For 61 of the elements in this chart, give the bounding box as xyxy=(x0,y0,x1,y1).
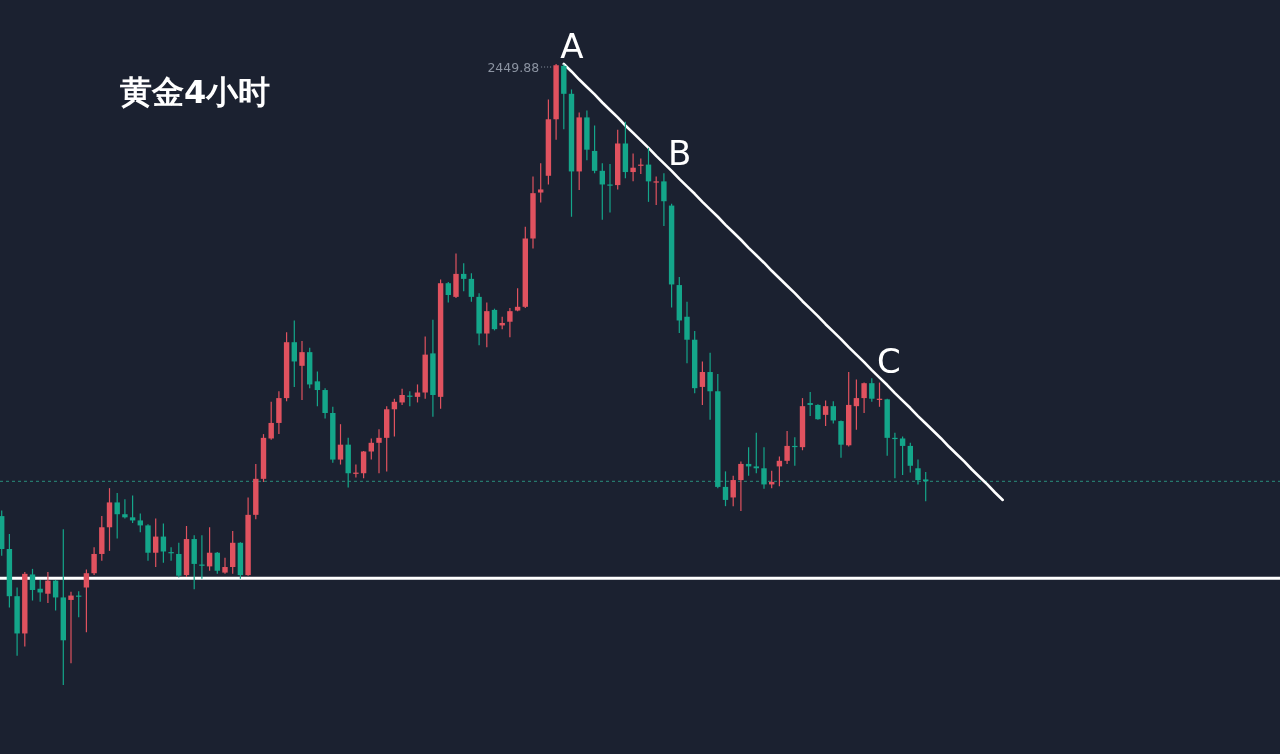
candlestick xyxy=(761,446,767,490)
candlestick xyxy=(214,551,220,575)
candlestick xyxy=(168,546,174,562)
candlestick xyxy=(853,378,860,431)
candlestick xyxy=(784,430,790,465)
candlestick xyxy=(68,591,74,664)
candlestick xyxy=(453,252,459,299)
candlestick xyxy=(376,428,382,474)
candlestick xyxy=(461,262,467,292)
candlestick xyxy=(753,432,759,474)
candlestick xyxy=(114,492,120,540)
candlestick xyxy=(29,568,36,602)
candlestick xyxy=(153,517,159,568)
candlestick xyxy=(484,301,490,348)
candlestick xyxy=(291,319,297,388)
candlestick xyxy=(122,498,128,520)
candlestick xyxy=(314,370,321,407)
candlestick xyxy=(822,399,829,427)
candlestick xyxy=(322,387,328,420)
candlestick xyxy=(838,419,844,459)
candlestick xyxy=(661,172,667,227)
candlestick xyxy=(299,340,305,401)
candlestick xyxy=(830,400,836,425)
candlestick xyxy=(607,163,613,214)
text: 2449.88 xyxy=(487,60,540,75)
candlestick xyxy=(507,307,513,338)
candlestick xyxy=(738,460,744,512)
candlestick xyxy=(869,377,875,403)
annotation: B xyxy=(667,132,692,173)
chart-title: 黄金4小时 xyxy=(120,73,271,111)
candlestick xyxy=(653,175,659,206)
candlestick xyxy=(591,124,598,174)
candlestick xyxy=(899,436,906,476)
candlestick xyxy=(222,557,228,575)
candlestick xyxy=(907,442,913,474)
candlestick xyxy=(360,450,367,479)
candlestick xyxy=(445,281,451,304)
candlestick xyxy=(915,458,921,486)
candlestick xyxy=(45,571,51,604)
candlestick xyxy=(722,470,729,507)
candlestick xyxy=(468,272,475,303)
candlestick xyxy=(137,513,143,533)
candlestick xyxy=(923,471,929,502)
candlestick xyxy=(491,308,498,332)
candlestick xyxy=(699,360,706,406)
candlestick xyxy=(337,423,344,466)
candlestick xyxy=(538,162,544,204)
candlestick xyxy=(684,301,690,364)
annotation: A xyxy=(560,26,584,66)
candlestick xyxy=(807,391,813,417)
candlestick xyxy=(176,542,182,579)
candlestick xyxy=(792,436,798,467)
candlestick xyxy=(368,437,374,461)
candlestick xyxy=(861,381,867,414)
candlestick xyxy=(83,568,90,633)
candlestick xyxy=(91,546,97,576)
annotation: C xyxy=(876,340,901,381)
candlestick xyxy=(399,388,405,406)
candlestick xyxy=(630,152,636,182)
candlestick xyxy=(707,352,713,421)
candlestick xyxy=(730,475,736,507)
